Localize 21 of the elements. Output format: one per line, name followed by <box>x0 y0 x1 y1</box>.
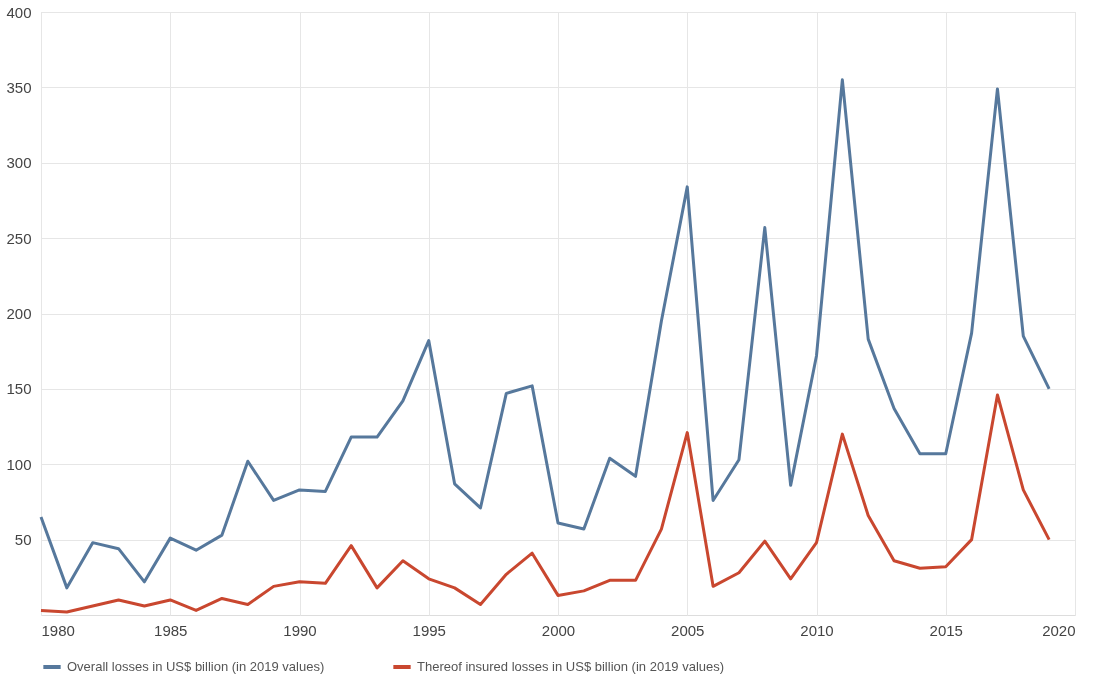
x-tick-label: 2010 <box>800 621 834 639</box>
y-tick-label: 100 <box>6 455 32 473</box>
x-tick-label: 2005 <box>671 621 705 639</box>
y-tick-label: 400 <box>6 3 32 21</box>
y-tick-label: 200 <box>6 305 32 322</box>
x-tick-label: 1980 <box>41 621 75 639</box>
x-tick-label: 1985 <box>154 621 188 639</box>
y-tick-label: 300 <box>6 154 32 172</box>
y-tick-label: 250 <box>6 229 32 247</box>
y-tick-label: 150 <box>6 380 32 398</box>
x-tick-label: 2020 <box>1042 621 1076 639</box>
line-series <box>39 78 1051 590</box>
x-tick-label: 2000 <box>541 621 576 639</box>
x-tick-label: 2015 <box>929 621 963 639</box>
line-series <box>39 393 1051 614</box>
x-tick-label: 1995 <box>412 621 446 639</box>
legend-label: Thereof insured losses in US$ billion (in 2019 values) <box>417 659 725 674</box>
y-tick-label: 350 <box>6 78 32 96</box>
y-tick-label: 50 <box>14 531 32 549</box>
legend-label: Overall losses in US$ billion (in 2019 values) <box>67 659 325 674</box>
x-tick-label: 1990 <box>283 621 317 639</box>
